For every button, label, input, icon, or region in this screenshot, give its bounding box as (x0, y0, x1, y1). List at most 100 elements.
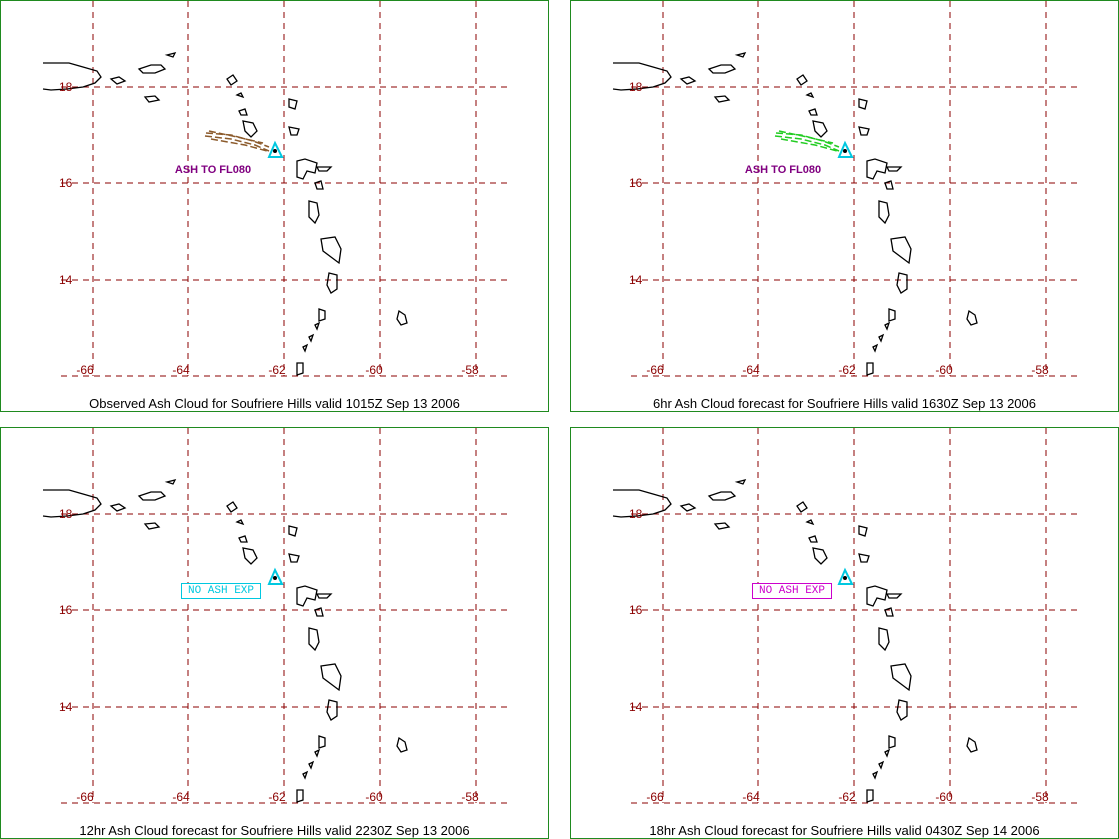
ash-cloud-line (208, 130, 264, 144)
latitude-tick-label: 18 (629, 507, 643, 521)
island-outline (713, 522, 731, 530)
island-outline (318, 308, 326, 322)
island-outline (109, 76, 127, 85)
island-outline (242, 547, 258, 565)
island-outline (238, 535, 248, 543)
latitude-tick-label: 18 (59, 507, 73, 521)
ash-cloud-line (774, 135, 840, 152)
island-outline (315, 166, 333, 172)
island-outline (878, 333, 885, 343)
island-outline (242, 120, 258, 138)
volcano-icon (837, 140, 854, 158)
island-outline (890, 663, 912, 692)
island-outline (326, 699, 338, 721)
volcano-point (273, 576, 277, 580)
latitude-tick-label: 16 (629, 176, 643, 190)
volcano-point (273, 149, 277, 153)
ash-cloud-line (778, 130, 834, 144)
island-outline (896, 272, 908, 294)
island-outline (109, 503, 127, 512)
no-ash-annotation: NO ASH EXP (752, 583, 833, 599)
longitude-tick-label: -62 (268, 790, 286, 804)
island-outline (326, 272, 338, 294)
island-outline (884, 180, 894, 190)
island-outline (42, 489, 102, 518)
island-outline (872, 343, 879, 353)
panel-caption: 6hr Ash Cloud forecast for Soufriere Hil… (653, 396, 1036, 411)
island-outline (320, 236, 342, 265)
island-outline (238, 108, 248, 116)
island-outline (707, 491, 737, 501)
longitude-tick-label: -62 (268, 363, 286, 377)
ash-annotation: ASH TO FL080 (175, 164, 251, 176)
island-outline (308, 627, 320, 652)
map-svg: -66 -64 -62 -60 -58 18 16 14 ASH TO FL080 (612, 1, 1078, 377)
volcano-icon (267, 140, 284, 158)
island-outline (884, 321, 891, 331)
island-outline (796, 74, 808, 86)
island-outline (315, 593, 333, 599)
no-ash-annotation: NO ASH EXP (181, 583, 262, 599)
ash-cloud-line (204, 135, 270, 152)
longitude-tick-label: -66 (646, 363, 664, 377)
island-outline (858, 525, 868, 537)
island-outline (308, 200, 320, 225)
island-outline (235, 519, 245, 526)
latitude-tick-label: 16 (59, 176, 73, 190)
island-outline (866, 789, 874, 803)
volcano-point (843, 576, 847, 580)
longitude-tick-label: -58 (461, 790, 479, 804)
island-outline (966, 736, 978, 753)
longitude-tick-label: -66 (646, 790, 664, 804)
map-panel-observed: -66 -64 -62 -60 -58 18 16 14 ASH TO FL080 Observ… (0, 0, 549, 412)
volcano-point (843, 149, 847, 153)
map-svg: -66 -64 -62 -60 -58 18 16 14 (612, 428, 1078, 804)
island-outline (858, 553, 870, 563)
map-svg: -66 -64 -62 -60 -58 18 16 14 (42, 428, 508, 804)
volcano-icon (837, 567, 854, 585)
island-outline (302, 343, 309, 353)
island-outline (808, 108, 818, 116)
island-outline (288, 126, 300, 136)
island-outline (866, 585, 888, 607)
latitude-tick-label: 16 (59, 603, 73, 617)
island-outline (805, 519, 815, 526)
longitude-tick-label: -64 (742, 363, 760, 377)
island-outline (143, 95, 161, 103)
latitude-tick-label: 18 (59, 80, 73, 94)
island-outline (396, 736, 408, 753)
island-outline (812, 547, 828, 565)
island-outline (796, 501, 808, 513)
island-outline (314, 180, 324, 190)
island-outline (679, 503, 697, 512)
island-outline (320, 663, 342, 692)
latitude-tick-label: 14 (629, 700, 643, 714)
island-outline (288, 525, 298, 537)
island-outline (612, 62, 672, 91)
island-outline (318, 735, 326, 749)
island-outline (296, 585, 318, 607)
longitude-tick-label: -60 (935, 363, 953, 377)
island-outline (296, 158, 318, 180)
island-outline (808, 535, 818, 543)
island-outline (878, 200, 890, 225)
island-outline (288, 98, 298, 110)
panel-caption: 12hr Ash Cloud forecast for Soufriere Hi… (79, 823, 470, 838)
island-outline (396, 309, 408, 326)
longitude-tick-label: -58 (1031, 790, 1049, 804)
map-panel-6hr: -66 -64 -62 -60 -58 18 16 14 ASH TO FL080 6hr As… (570, 0, 1119, 412)
island-outline (734, 479, 747, 485)
volcano-icon (267, 567, 284, 585)
island-outline (884, 748, 891, 758)
island-outline (612, 489, 672, 518)
island-outline (713, 95, 731, 103)
panel-caption: Observed Ash Cloud for Soufriere Hills v… (89, 396, 460, 411)
island-outline (314, 748, 321, 758)
island-outline (314, 321, 321, 331)
island-outline (314, 607, 324, 617)
longitude-tick-label: -58 (461, 363, 479, 377)
island-outline (308, 333, 315, 343)
island-outline (966, 309, 978, 326)
latitude-tick-label: 16 (629, 603, 643, 617)
island-outline (812, 120, 828, 138)
